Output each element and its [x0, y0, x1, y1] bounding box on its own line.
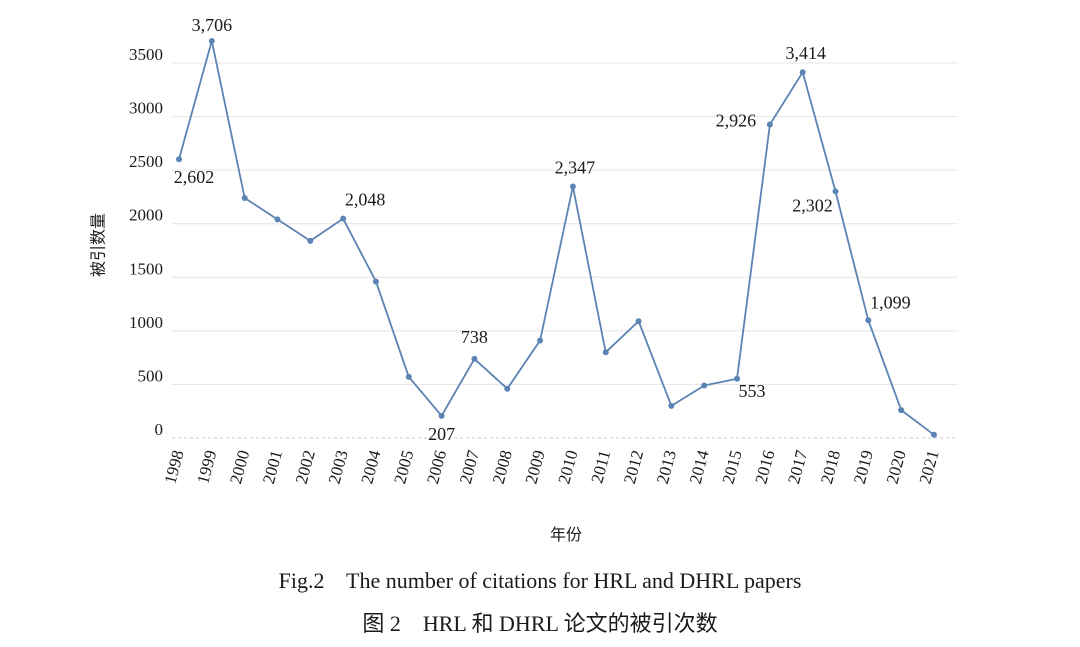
data-point	[668, 402, 675, 409]
x-tick-label: 2003	[325, 448, 352, 486]
x-tick-label: 1999	[193, 448, 220, 486]
y-tick-label: 2000	[129, 206, 163, 225]
data-point	[208, 37, 215, 44]
data-point	[471, 355, 478, 362]
y-axis-ticks: 0 500 1000 1500 2000 2500 3000 3500	[129, 45, 163, 439]
data-label: 2,347	[555, 158, 596, 178]
x-axis-ticks: 1998 1999 2000 2001 2002 2003 2004 2005 2006 2007…	[160, 448, 942, 486]
data-point	[602, 349, 609, 356]
x-tick-label: 2013	[653, 448, 680, 486]
x-tick-label: 2005	[390, 448, 417, 486]
data-point	[635, 318, 642, 325]
y-axis-title: 被引数量	[89, 213, 108, 277]
figure-caption-english: Fig.2 The number of citations for HRL an…	[278, 568, 802, 593]
data-label: 3,706	[192, 15, 233, 35]
series-line	[178, 40, 935, 436]
x-tick-label: 1998	[160, 448, 187, 486]
figure-caption-chinese: 图 2 HRL 和 DHRL 论文的被引次数	[362, 611, 718, 636]
gridlines	[172, 62, 958, 439]
data-point	[372, 278, 379, 285]
y-tick-label: 1000	[129, 313, 163, 332]
data-point	[569, 183, 576, 190]
data-point	[274, 216, 281, 223]
data-label: 553	[739, 381, 766, 401]
x-tick-label: 2011	[587, 448, 614, 485]
data-label: 2,302	[792, 195, 833, 215]
x-tick-label: 2020	[883, 448, 910, 486]
data-label: 2,048	[345, 190, 386, 210]
data-point	[701, 382, 708, 389]
x-tick-label: 2021	[915, 448, 942, 486]
x-tick-label: 2010	[554, 448, 581, 486]
x-tick-label: 2002	[292, 448, 319, 486]
y-tick-label: 0	[155, 420, 164, 439]
data-point	[734, 375, 741, 382]
x-tick-label: 2012	[620, 448, 647, 486]
data-point	[241, 195, 248, 202]
data-point	[176, 156, 182, 163]
x-tick-label: 2018	[817, 448, 844, 486]
data-label: 2,926	[716, 111, 757, 131]
x-tick-label: 2015	[719, 448, 746, 486]
y-tick-label: 3000	[129, 99, 163, 118]
data-point	[405, 373, 412, 380]
x-tick-label: 2001	[259, 448, 286, 486]
data-point	[537, 337, 544, 344]
x-tick-label: 2000	[226, 448, 253, 486]
data-point	[504, 385, 511, 392]
data-label: 207	[428, 424, 455, 444]
y-tick-label: 2500	[129, 152, 163, 171]
data-point	[832, 188, 839, 195]
data-point	[799, 69, 806, 76]
x-tick-label: 2009	[522, 448, 549, 486]
data-point	[931, 431, 937, 438]
data-point	[766, 121, 773, 128]
x-tick-label: 2017	[784, 448, 811, 486]
data-point	[865, 317, 872, 324]
data-label: 738	[461, 327, 488, 347]
x-tick-label: 2008	[489, 448, 516, 486]
x-tick-label: 2006	[423, 448, 450, 486]
x-tick-label: 2019	[850, 448, 877, 486]
x-axis-title: 年份	[550, 525, 582, 544]
data-labels: 2,602 3,706 2,048 207 738 2,347 553 2,926 3,414 2…	[174, 15, 911, 444]
data-label: 1,099	[870, 292, 911, 312]
data-points	[176, 37, 937, 438]
x-tick-label: 2014	[686, 448, 713, 486]
data-point	[898, 407, 905, 414]
data-point	[340, 215, 347, 222]
y-tick-label: 500	[138, 366, 164, 385]
data-label: 2,602	[174, 167, 215, 187]
x-tick-label: 2004	[357, 448, 384, 486]
y-tick-label: 1500	[129, 259, 163, 278]
series-line-path	[178, 40, 935, 436]
x-tick-label: 2016	[751, 448, 778, 486]
data-point	[307, 237, 314, 244]
y-tick-label: 3500	[129, 45, 163, 64]
x-tick-label: 2007	[456, 448, 483, 486]
data-point	[438, 412, 445, 419]
data-label: 3,414	[785, 43, 826, 63]
